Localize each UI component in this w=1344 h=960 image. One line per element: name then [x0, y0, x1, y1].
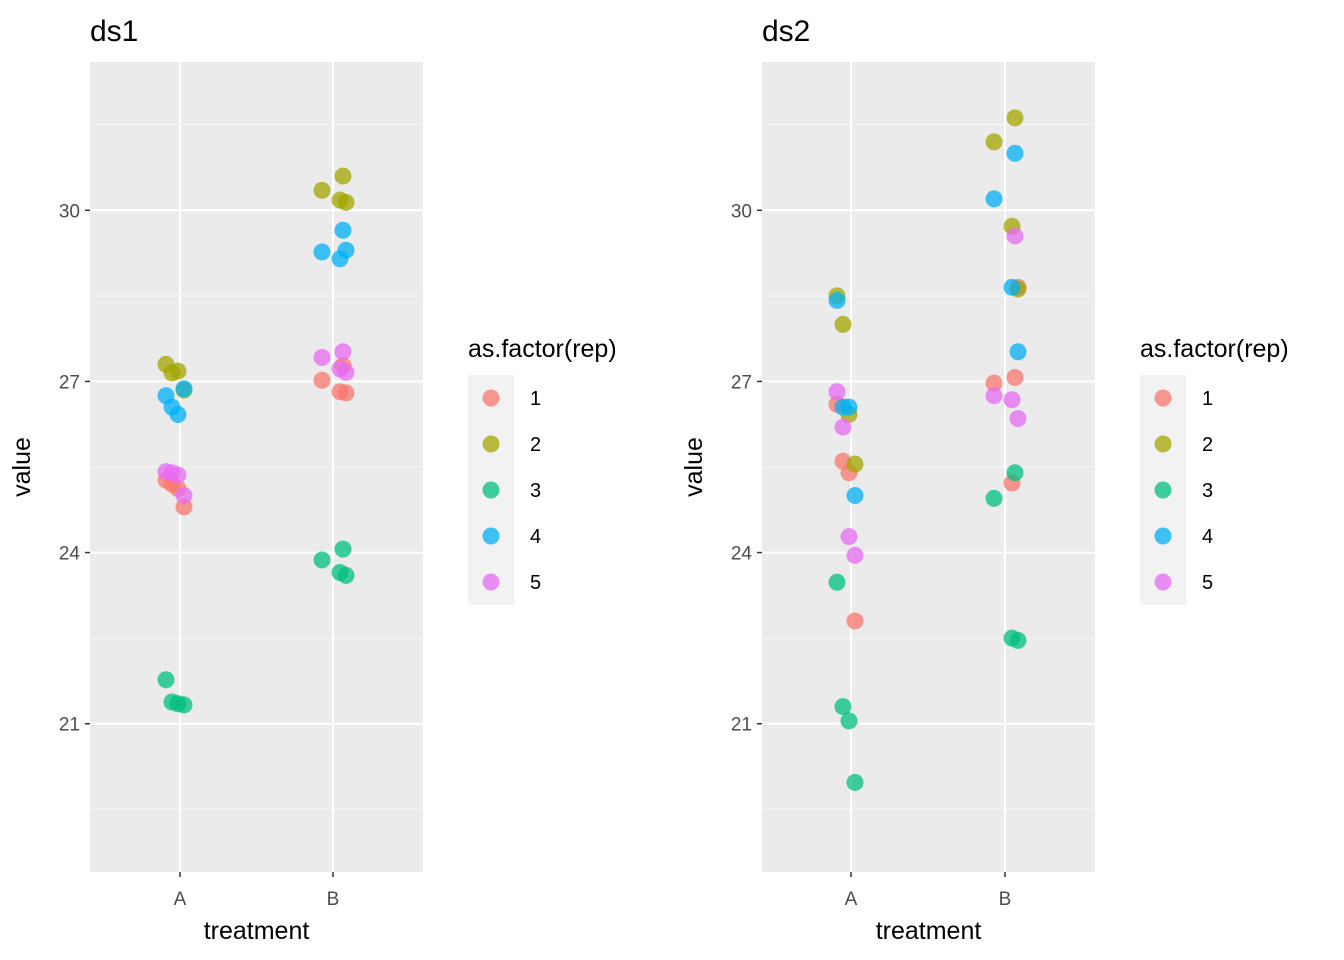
- data-point-rep-1: [313, 371, 331, 389]
- legend-label: 3: [530, 480, 541, 502]
- data-point-rep-4: [337, 241, 355, 259]
- data-point-rep-5: [828, 383, 846, 401]
- data-point-rep-4: [1006, 144, 1024, 162]
- data-point-rep-3: [828, 573, 846, 591]
- data-point-rep-2: [334, 167, 352, 185]
- legend-label: 2: [530, 434, 541, 456]
- data-point-rep-4: [1003, 278, 1021, 296]
- data-point-rep-3: [1009, 631, 1027, 649]
- legend-key-rep-2: [1154, 435, 1172, 453]
- data-point-rep-3: [840, 712, 858, 730]
- y-axis-title: value: [680, 437, 708, 497]
- legend-key-rep-4: [482, 527, 500, 545]
- chart-title: ds1: [90, 15, 138, 48]
- legend-key-rep-4: [1154, 527, 1172, 545]
- x-tick-label: A: [845, 889, 858, 910]
- data-point-rep-3: [157, 671, 175, 689]
- data-point-rep-2: [834, 315, 852, 333]
- data-point-rep-3: [313, 551, 331, 569]
- legend-key-rep-2: [482, 435, 500, 453]
- data-point-rep-3: [985, 489, 1003, 507]
- data-point-rep-4: [169, 406, 187, 424]
- data-point-rep-5: [1009, 410, 1027, 428]
- y-tick-label: 27: [731, 372, 752, 393]
- data-point-rep-5: [834, 418, 852, 436]
- legend-label: 5: [1202, 572, 1213, 594]
- data-point-rep-4: [985, 190, 1003, 208]
- data-point-rep-4: [313, 243, 331, 261]
- data-point-rep-2: [846, 455, 864, 473]
- legend-label: 1: [1202, 388, 1213, 410]
- data-point-rep-4: [334, 221, 352, 239]
- data-point-rep-3: [1006, 464, 1024, 482]
- legend-key-rep-1: [482, 389, 500, 407]
- legend-label: 3: [1202, 480, 1213, 502]
- data-point-rep-5: [1006, 227, 1024, 245]
- data-point-rep-2: [337, 193, 355, 211]
- x-tick-label: B: [999, 889, 1012, 910]
- y-tick-label: 27: [59, 372, 80, 393]
- legend: as.factor(rep) 1 2 3 4 5: [468, 335, 617, 605]
- chart-title: ds2: [762, 15, 810, 48]
- legend-key-rep-3: [482, 481, 500, 499]
- data-point-rep-5: [840, 528, 858, 546]
- y-tick-label: 24: [731, 544, 753, 565]
- data-point-rep-5: [985, 387, 1003, 405]
- legend-label: 5: [530, 572, 541, 594]
- data-point-rep-1: [846, 612, 864, 630]
- legend-label: 1: [530, 388, 541, 410]
- data-point-rep-4: [828, 291, 846, 309]
- y-tick-label: 30: [731, 201, 752, 222]
- data-point-rep-2: [1006, 109, 1024, 127]
- x-tick-label: B: [327, 889, 340, 910]
- x-axis-title: treatment: [876, 917, 982, 945]
- data-point-rep-2: [313, 181, 331, 199]
- legend-label: 4: [1202, 526, 1213, 548]
- data-point-rep-4: [840, 398, 858, 416]
- legend-key-rep-1: [1154, 389, 1172, 407]
- data-point-rep-5: [175, 487, 193, 505]
- legend-title: as.factor(rep): [1140, 335, 1289, 363]
- data-point-rep-5: [1003, 391, 1021, 409]
- data-point-rep-2: [985, 133, 1003, 151]
- data-point-rep-4: [1009, 343, 1027, 361]
- x-axis-title: treatment: [204, 917, 310, 945]
- legend-label: 2: [1202, 434, 1213, 456]
- y-axis-title: value: [8, 437, 36, 497]
- x-tick-label: A: [174, 889, 187, 910]
- y-tick-label: 24: [59, 544, 81, 565]
- legend: as.factor(rep) 1 2 3 4 5: [1140, 335, 1289, 605]
- legend-label: 4: [530, 526, 541, 548]
- data-point-rep-3: [337, 566, 355, 584]
- data-point-rep-3: [846, 773, 864, 791]
- data-point-rep-5: [313, 348, 331, 366]
- data-point-rep-5: [334, 343, 352, 361]
- data-point-rep-3: [334, 540, 352, 558]
- data-point-rep-4: [175, 380, 193, 398]
- legend-key-rep-5: [482, 573, 500, 591]
- data-point-rep-1: [985, 374, 1003, 392]
- y-tick-label: 21: [731, 715, 752, 736]
- data-point-rep-4: [846, 487, 864, 505]
- data-point-rep-5: [337, 363, 355, 381]
- data-point-rep-3: [834, 698, 852, 716]
- legend-key-rep-5: [1154, 573, 1172, 591]
- data-point-rep-5: [846, 546, 864, 564]
- data-point-rep-1: [337, 384, 355, 402]
- data-point-rep-2: [169, 362, 187, 380]
- legend-title: as.factor(rep): [468, 335, 617, 363]
- data-point-rep-1: [1006, 368, 1024, 386]
- data-point-rep-3: [175, 696, 193, 714]
- data-point-rep-5: [169, 466, 187, 484]
- y-tick-label: 30: [59, 201, 80, 222]
- y-tick-label: 21: [59, 715, 80, 736]
- legend-key-rep-3: [1154, 481, 1172, 499]
